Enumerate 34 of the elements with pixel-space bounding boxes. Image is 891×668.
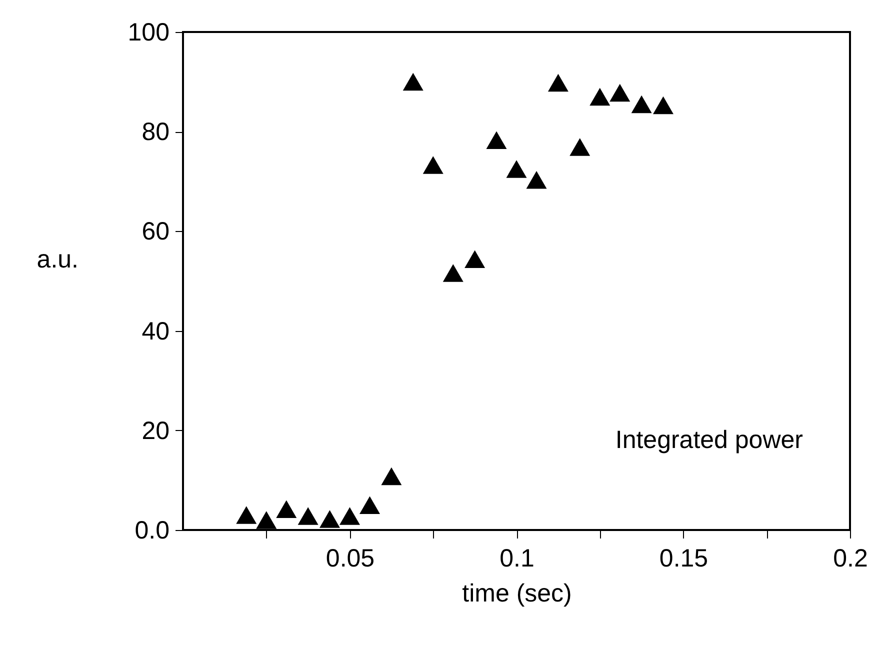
point — [610, 84, 630, 102]
point — [319, 510, 340, 528]
x-tick-label: 0.05 — [326, 544, 375, 572]
point — [236, 506, 257, 524]
point — [298, 507, 318, 525]
point — [590, 88, 610, 106]
point — [652, 96, 674, 114]
point — [422, 156, 444, 174]
x-tick-label: 0.1 — [500, 544, 534, 572]
y-tick-label: 40 — [142, 317, 170, 346]
y-axis-title: a.u. — [36, 246, 78, 274]
annotation: Integrated power — [615, 426, 803, 454]
point — [381, 467, 402, 486]
y-tick-label: 60 — [142, 218, 170, 246]
point — [402, 72, 424, 91]
x-tick-label: 0.15 — [659, 544, 708, 572]
point — [464, 250, 486, 268]
y-tick-label: 80 — [142, 118, 170, 146]
point — [526, 171, 547, 189]
point — [631, 95, 652, 114]
y-tick-label: 100 — [128, 18, 170, 46]
point — [340, 507, 360, 525]
point — [360, 496, 380, 514]
x-tick-label: 0.2 — [833, 544, 868, 572]
point — [506, 160, 527, 178]
y-tick-label: 20 — [142, 416, 170, 445]
x-axis-title: time (sec) — [462, 580, 572, 608]
point — [276, 500, 297, 518]
point — [486, 131, 507, 149]
point — [442, 264, 464, 282]
point — [548, 74, 568, 92]
y-tick-label: 0.0 — [134, 516, 170, 544]
point — [570, 138, 590, 156]
point — [256, 511, 277, 529]
